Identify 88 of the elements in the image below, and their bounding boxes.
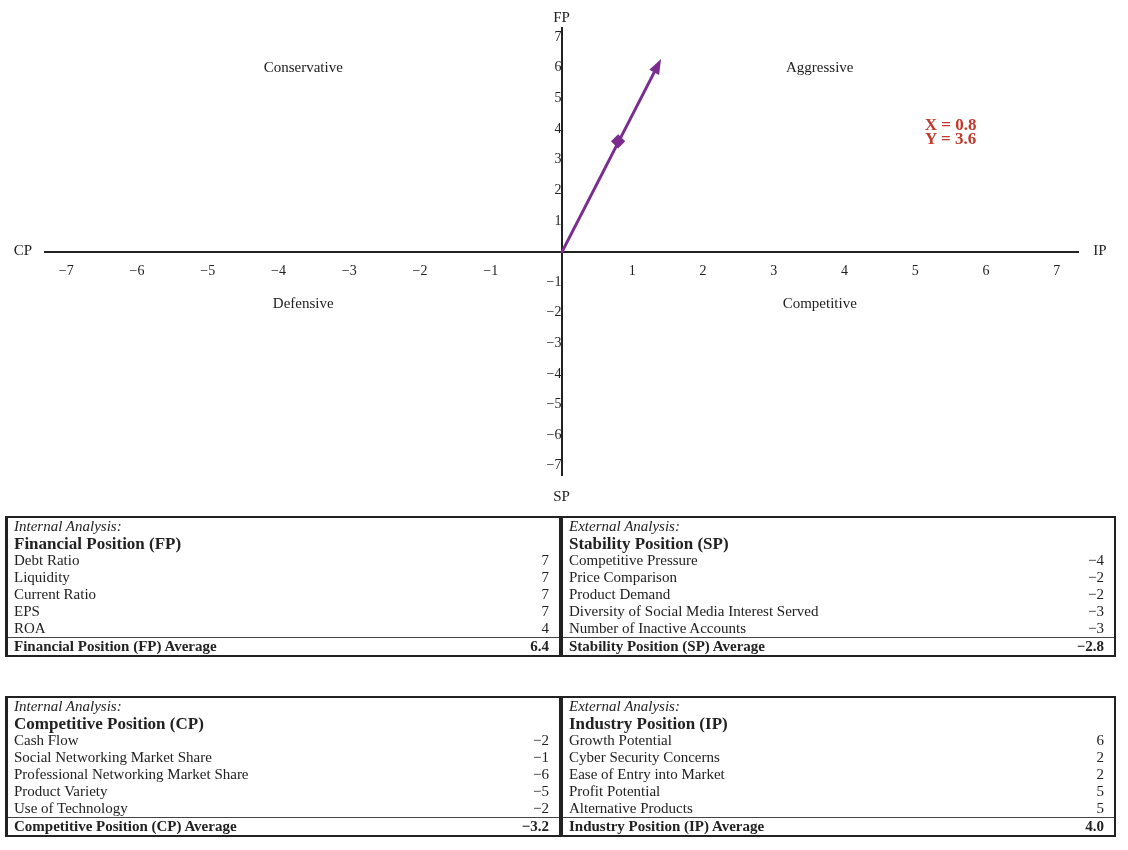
category-label: Product Demand <box>569 586 671 603</box>
text: 4.0 <box>1085 818 1104 834</box>
y-tick-label: 3 <box>554 151 562 167</box>
x-tick-label: 3 <box>770 262 778 278</box>
y-tick-label: −3 <box>546 335 562 351</box>
text: Industry Position (IP) <box>568 714 729 733</box>
data-label: −6 <box>533 766 549 783</box>
category-label: Stability Position (SP) Average <box>569 638 765 655</box>
data-label: −2 <box>1088 569 1104 586</box>
y-tick-label: 1 <box>554 212 562 228</box>
category-label: Cyber Security Concerns <box>569 749 720 766</box>
text: 5 <box>1096 783 1104 799</box>
text: Internal Analysis: <box>13 518 123 535</box>
category-label: Profit Potential <box>569 783 661 800</box>
annotation: Defensive <box>272 295 334 312</box>
x-tick-label: 1 <box>628 262 636 278</box>
text: Competitive Position (CP) <box>13 714 205 733</box>
x-tick-label: −1 <box>483 262 499 278</box>
y-tick-label: −2 <box>546 304 562 320</box>
text: Stability Position (SP) <box>568 534 730 553</box>
category-label: Number of Inactive Accounts <box>569 620 747 637</box>
y-tick-label: 4 <box>554 120 562 136</box>
y-tick-label: −1 <box>546 273 562 289</box>
data-label: 6.4 <box>530 638 549 655</box>
category-label: Product Variety <box>14 783 108 800</box>
category-label: EPS <box>14 603 40 620</box>
annotation: Aggressive <box>786 58 854 75</box>
y-tick-label: −6 <box>546 426 562 442</box>
x-tick-label: 6 <box>982 262 990 278</box>
text: 5 <box>1096 800 1104 816</box>
data-label: −3.2 <box>521 818 549 835</box>
data-label: −3 <box>1088 603 1104 620</box>
category-label: Debt Ratio <box>14 552 80 569</box>
text: 2 <box>1096 749 1104 765</box>
x-tick-label: −5 <box>200 262 216 278</box>
x-tick-label: −7 <box>58 262 74 278</box>
y-tick-label: 6 <box>554 59 562 75</box>
category-label: Price Comparison <box>569 569 677 586</box>
x-axis-title: IP <box>1093 242 1107 259</box>
y-tick-label: 5 <box>554 90 562 106</box>
x-tick-label: 2 <box>699 262 707 278</box>
x-tick-label: −2 <box>412 262 428 278</box>
annotation: X = 0.8 Y = 3.6 <box>924 115 977 149</box>
text: External Analysis: <box>568 698 681 715</box>
data-label: −4 <box>1088 552 1104 569</box>
y-tick-label: 2 <box>554 181 562 197</box>
text: Financial Position (FP) <box>13 534 183 553</box>
annotation: Competitive <box>782 295 858 312</box>
y-tick-label: −7 <box>546 457 562 473</box>
category-label: Industry Position (IP) Average <box>569 818 765 835</box>
y-tick-label: 7 <box>554 28 562 44</box>
category-label: Diversity of Social Media Interest Served <box>569 603 819 620</box>
data-label: −1 <box>533 749 549 766</box>
category-label: Social Networking Market Share <box>14 749 212 766</box>
x-tick-label: −4 <box>271 262 286 278</box>
text: 2 <box>1096 766 1104 782</box>
category-label: Cash Flow <box>14 732 79 749</box>
x-tick-label: −3 <box>341 262 357 278</box>
y-tick-label: −4 <box>546 365 562 381</box>
text: External Analysis: <box>568 518 681 535</box>
category-label: ROA <box>14 620 46 637</box>
annotation: Conservative <box>263 58 344 75</box>
data-label: −3 <box>1088 620 1104 637</box>
y-tick-label: −5 <box>546 396 562 412</box>
category-label: Competitive Position (CP) Average <box>14 818 237 835</box>
category-label: Competitive Pressure <box>569 552 698 569</box>
data-label: −2 <box>1088 586 1104 603</box>
category-label: Growth Potential <box>569 732 672 749</box>
x-tick-label: 5 <box>911 262 919 278</box>
category-label: Ease of Entry into Market <box>569 766 725 783</box>
data-label: −2.8 <box>1076 638 1104 655</box>
text: 6 <box>1096 732 1104 748</box>
category-label: Use of Technology <box>14 800 128 817</box>
data-label: −2 <box>533 800 549 817</box>
y-axis-title: FP <box>553 8 570 25</box>
category-label: Financial Position (FP) Average <box>14 638 217 655</box>
data-label: −5 <box>533 783 549 800</box>
data-label: −2 <box>533 732 549 749</box>
category-label: Professional Networking Market Share <box>14 766 249 783</box>
category-label: Current Ratio <box>14 586 97 603</box>
category-label: Alternative Products <box>569 800 693 817</box>
category-label: Liquidity <box>14 569 70 586</box>
text: SP <box>553 487 570 504</box>
x-tick-label: 4 <box>841 262 849 278</box>
text: CP <box>13 242 33 259</box>
text: Internal Analysis: <box>13 698 123 715</box>
x-tick-label: 7 <box>1053 262 1061 278</box>
x-tick-label: −6 <box>129 262 145 278</box>
